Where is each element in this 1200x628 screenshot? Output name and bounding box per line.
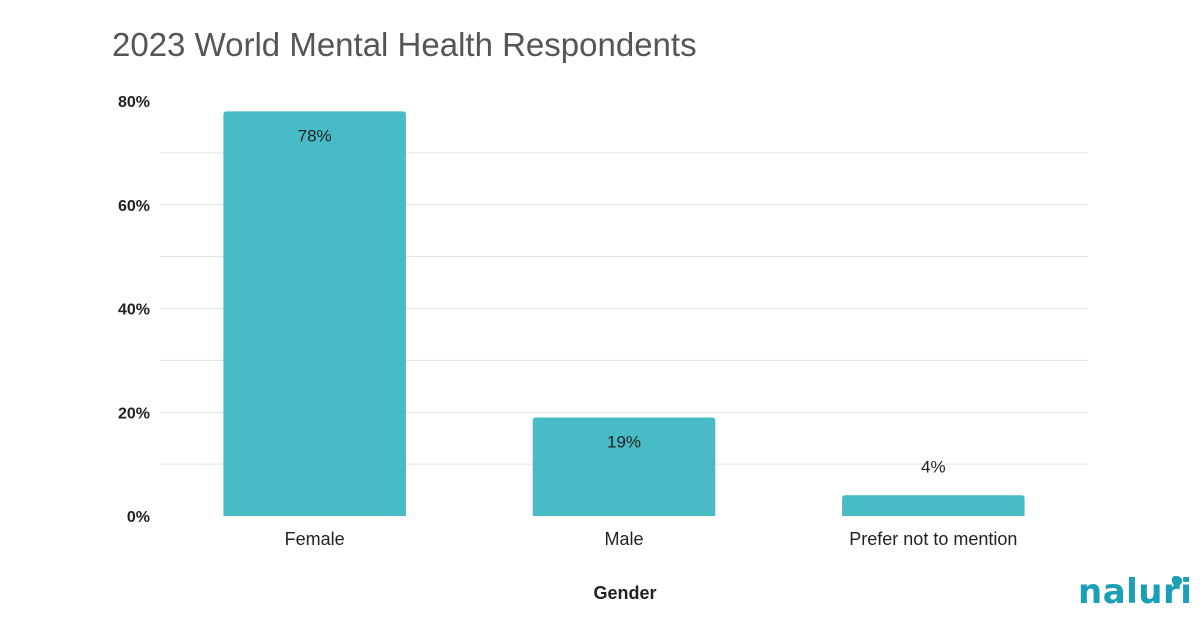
data-label: 19%: [607, 432, 641, 451]
naluri-logo: naluri: [1078, 572, 1192, 612]
data-labels: 78% 19% 4%: [298, 126, 946, 476]
chart-title: 2023 World Mental Health Respondents: [112, 26, 697, 63]
data-label: 4%: [921, 457, 946, 476]
bar-male: [532, 417, 716, 516]
bars: [223, 111, 1025, 516]
x-tick-label: Female: [285, 529, 345, 549]
y-axis-ticks: 0% 20% 40% 60% 80%: [118, 94, 150, 526]
x-axis-title: Gender: [593, 583, 656, 603]
x-axis-ticks: Female Male Prefer not to mention: [285, 529, 1018, 549]
data-label: 78%: [298, 126, 332, 145]
y-tick-label: 80%: [118, 94, 150, 111]
y-tick-label: 60%: [118, 198, 150, 215]
x-tick-label: Male: [604, 529, 643, 549]
y-tick-label: 40%: [118, 302, 150, 319]
bar-prefer-not-to-mention: [842, 495, 1025, 516]
y-tick-label: 0%: [127, 509, 150, 526]
logo-dot-icon: [1172, 576, 1182, 586]
y-tick-label: 20%: [118, 405, 150, 422]
bar-female: [223, 111, 406, 516]
x-tick-label: Prefer not to mention: [849, 529, 1017, 549]
